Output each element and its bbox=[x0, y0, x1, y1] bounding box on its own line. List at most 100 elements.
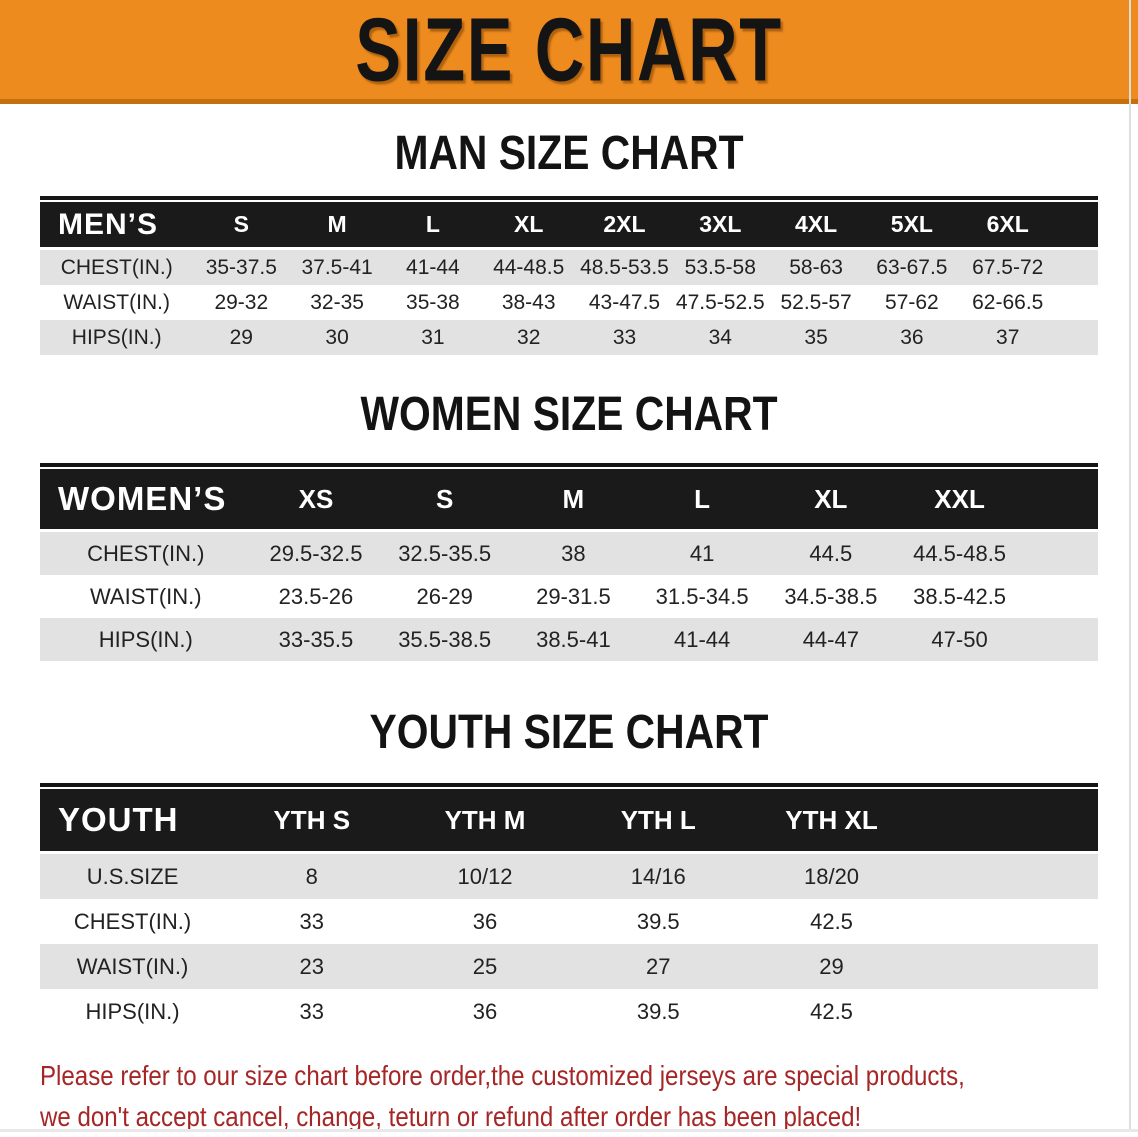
size-column-header: L bbox=[385, 202, 481, 250]
row-spacer bbox=[1023, 618, 1098, 661]
table-row: U.S.SIZE 8 10/12 14/16 18/20 bbox=[40, 852, 1098, 899]
measurement-cell: 58-63 bbox=[768, 248, 864, 285]
women-chart-heading: WOMEN SIZE CHART bbox=[360, 388, 778, 441]
measurement-cell: 18/20 bbox=[744, 852, 919, 899]
row-label: HIPS(IN.) bbox=[40, 618, 252, 661]
women-size-chart-section: WOMEN SIZE CHART WOMEN’S XS S M L XL XXL CHEST(… bbox=[0, 391, 1138, 661]
size-column-header: 6XL bbox=[959, 202, 1056, 250]
row-label: CHEST(IN.) bbox=[40, 899, 226, 944]
row-label: WAIST(IN.) bbox=[40, 944, 226, 989]
row-label: HIPS(IN.) bbox=[40, 989, 226, 1034]
size-column-header: YTH L bbox=[571, 789, 745, 854]
youth-chart-heading: YOUTH SIZE CHART bbox=[369, 706, 769, 759]
measurement-cell: 63-67.5 bbox=[863, 248, 960, 285]
table-row: CHEST(IN.) 33 36 39.5 42.5 bbox=[40, 899, 1098, 944]
header-spacer bbox=[1055, 202, 1098, 250]
header-row: MEN’S S M L XL 2XL 3XL 4XL 5XL 6XL bbox=[40, 202, 1098, 250]
measurement-cell: 27 bbox=[571, 944, 745, 989]
size-column-header: S bbox=[193, 202, 290, 250]
youth-size-chart-section: YOUTH SIZE CHART YOUTH YTH S YTH M YTH L YTH… bbox=[0, 709, 1138, 1034]
size-column-header: YTH S bbox=[225, 789, 399, 854]
row-label: U.S.SIZE bbox=[40, 852, 226, 899]
measurement-cell: 33 bbox=[576, 320, 673, 355]
measurement-cell: 25 bbox=[398, 944, 572, 989]
measurement-cell: 47.5-52.5 bbox=[672, 285, 769, 320]
measurement-cell: 38.5-42.5 bbox=[895, 575, 1024, 618]
size-column-header: L bbox=[637, 469, 767, 532]
row-spacer bbox=[918, 989, 1098, 1034]
table-row: HIPS(IN.) 33-35.5 35.5-38.5 38.5-41 41-44 44-… bbox=[40, 618, 1098, 661]
measurement-cell: 36 bbox=[398, 899, 572, 944]
men-chart-heading: MAN SIZE CHART bbox=[394, 127, 744, 180]
measurement-cell: 29 bbox=[744, 944, 919, 989]
order-note-line2: we don't accept cancel, change, teturn o… bbox=[40, 1100, 862, 1132]
table-group-label: YOUTH bbox=[40, 789, 226, 854]
measurement-cell: 48.5-53.5 bbox=[576, 248, 673, 285]
table-row: HIPS(IN.) 29 30 31 32 33 34 35 36 37 bbox=[40, 320, 1098, 355]
measurement-cell: 32 bbox=[480, 320, 577, 355]
youth-size-table-frame: YOUTH YTH S YTH M YTH L YTH XL U.S.SIZE 8 10/12… bbox=[40, 783, 1098, 1034]
measurement-cell: 34 bbox=[672, 320, 769, 355]
men-size-table: MEN’S S M L XL 2XL 3XL 4XL 5XL 6XL CHEST(IN.) 35-37… bbox=[40, 202, 1098, 355]
measurement-cell: 33 bbox=[225, 899, 399, 944]
measurement-cell: 37 bbox=[959, 320, 1056, 355]
charts-area: MAN SIZE CHART MEN’S S M L XL 2XL 3XL 4XL 5XL 6XL… bbox=[0, 130, 1138, 1034]
measurement-cell: 42.5 bbox=[744, 899, 919, 944]
women-size-table: WOMEN’S XS S M L XL XXL CHEST(IN.) 29.5-32.5 32.5… bbox=[40, 469, 1098, 661]
size-column-header: 2XL bbox=[576, 202, 673, 250]
men-size-table-frame: MEN’S S M L XL 2XL 3XL 4XL 5XL 6XL CHEST(IN.) 35-37… bbox=[40, 196, 1098, 355]
page-title: SIZE CHART bbox=[355, 0, 783, 100]
measurement-cell: 41 bbox=[637, 530, 767, 575]
measurement-cell: 53.5-58 bbox=[672, 248, 769, 285]
measurement-cell: 32-35 bbox=[289, 285, 385, 320]
size-column-header: YTH M bbox=[398, 789, 572, 854]
size-column-header: M bbox=[509, 469, 638, 532]
table-group-label: WOMEN’S bbox=[40, 469, 252, 532]
measurement-cell: 39.5 bbox=[571, 989, 745, 1034]
measurement-cell: 29.5-32.5 bbox=[251, 530, 381, 575]
measurement-cell: 39.5 bbox=[571, 899, 745, 944]
table-row: WAIST(IN.) 29-32 32-35 35-38 38-43 43-47.5 47.… bbox=[40, 285, 1098, 320]
measurement-cell: 26-29 bbox=[380, 575, 510, 618]
men-size-chart-section: MAN SIZE CHART MEN’S S M L XL 2XL 3XL 4XL 5XL 6XL… bbox=[0, 130, 1138, 355]
measurement-cell: 36 bbox=[863, 320, 960, 355]
size-column-header: 3XL bbox=[672, 202, 769, 250]
measurement-cell: 10/12 bbox=[398, 852, 572, 899]
measurement-cell: 38 bbox=[509, 530, 638, 575]
measurement-cell: 67.5-72 bbox=[959, 248, 1056, 285]
row-spacer bbox=[1023, 530, 1098, 575]
table-row: WAIST(IN.) 23 25 27 29 bbox=[40, 944, 1098, 989]
right-edge-shadow bbox=[1129, 0, 1131, 1132]
header-spacer bbox=[918, 789, 1098, 854]
row-spacer bbox=[1055, 320, 1098, 355]
size-column-header: S bbox=[380, 469, 510, 532]
measurement-cell: 29-31.5 bbox=[509, 575, 638, 618]
measurement-cell: 35.5-38.5 bbox=[380, 618, 510, 661]
measurement-cell: 33 bbox=[225, 989, 399, 1034]
measurement-cell: 38.5-41 bbox=[509, 618, 638, 661]
size-column-header: YTH XL bbox=[744, 789, 919, 854]
size-column-header: M bbox=[289, 202, 385, 250]
header-row: YOUTH YTH S YTH M YTH L YTH XL bbox=[40, 789, 1098, 854]
size-column-header: XXL bbox=[895, 469, 1024, 532]
size-column-header: 5XL bbox=[863, 202, 960, 250]
row-label: CHEST(IN.) bbox=[40, 248, 194, 285]
youth-size-table: YOUTH YTH S YTH M YTH L YTH XL U.S.SIZE 8 10/12… bbox=[40, 789, 1098, 1034]
table-row: HIPS(IN.) 33 36 39.5 42.5 bbox=[40, 989, 1098, 1034]
measurement-cell: 30 bbox=[289, 320, 385, 355]
row-spacer bbox=[1055, 285, 1098, 320]
row-spacer bbox=[918, 944, 1098, 989]
size-column-header: XL bbox=[480, 202, 577, 250]
table-row: WAIST(IN.) 23.5-26 26-29 29-31.5 31.5-34.5 34… bbox=[40, 575, 1098, 618]
order-note: Please refer to our size chart before or… bbox=[40, 1056, 1138, 1137]
measurement-cell: 62-66.5 bbox=[959, 285, 1056, 320]
row-label: WAIST(IN.) bbox=[40, 575, 252, 618]
measurement-cell: 29-32 bbox=[193, 285, 290, 320]
measurement-cell: 14/16 bbox=[571, 852, 745, 899]
measurement-cell: 33-35.5 bbox=[251, 618, 381, 661]
measurement-cell: 43-47.5 bbox=[576, 285, 673, 320]
row-label: WAIST(IN.) bbox=[40, 285, 194, 320]
measurement-cell: 57-62 bbox=[863, 285, 960, 320]
order-note-line1: Please refer to our size chart before or… bbox=[40, 1060, 965, 1091]
